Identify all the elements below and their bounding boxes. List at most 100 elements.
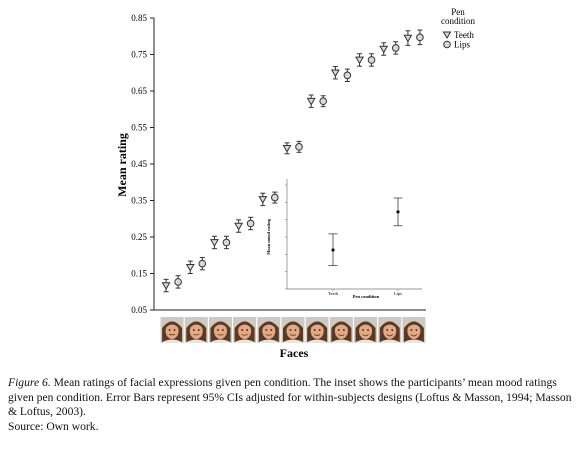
face-fringe — [213, 321, 227, 328]
face-mouth — [410, 334, 418, 337]
lips-point — [246, 219, 255, 228]
face-thumbnail — [184, 317, 208, 343]
legend-lips-marker-icon — [443, 40, 451, 49]
face-eye — [410, 329, 413, 331]
legend-teeth-marker-icon — [442, 31, 452, 39]
lips-point — [391, 44, 400, 52]
lips-point — [343, 71, 352, 80]
face-thumbnail — [281, 317, 305, 343]
face-thumbnail — [257, 317, 281, 343]
y-tick-label: 0.45 — [131, 159, 147, 169]
inset-x-tick-label: Teeth — [328, 291, 339, 296]
face-thumbnail — [305, 317, 329, 343]
face-fringe — [334, 321, 348, 328]
inset-point — [331, 248, 335, 252]
teeth-point — [258, 196, 268, 204]
face-skin — [334, 323, 348, 339]
face-fringe — [262, 321, 276, 328]
face-mouth — [386, 334, 394, 337]
y-tick-label: 0.75 — [131, 50, 147, 60]
inset-chart: Teeth Lips — [285, 179, 422, 296]
face-eye — [294, 329, 297, 331]
face-shirt — [257, 339, 281, 343]
face-eye — [289, 329, 292, 331]
y-axis-label: Mean rating — [115, 133, 129, 197]
teeth-point — [330, 69, 340, 78]
face-fringe — [310, 321, 324, 328]
y-tick-label: 0.15 — [131, 269, 147, 279]
face-skin — [383, 323, 397, 339]
face-shirt — [184, 339, 208, 343]
face-thumbnail — [233, 317, 257, 343]
face-shirt — [281, 339, 305, 343]
teeth-point — [161, 282, 171, 290]
face-shirt — [402, 339, 426, 343]
face-eye — [197, 329, 200, 331]
lips-point — [367, 56, 376, 64]
y-tick-label: 0.25 — [131, 232, 147, 242]
face-mouth — [289, 334, 297, 336]
face-skin — [407, 323, 421, 339]
teeth-point — [379, 45, 389, 54]
face-shirt — [354, 339, 378, 343]
face-eye — [217, 329, 219, 331]
face-mouth — [338, 334, 345, 337]
lips-point — [295, 143, 303, 151]
inset-x-axis-label: Pen condition — [353, 294, 380, 299]
face-skin — [165, 323, 179, 339]
teeth-point — [234, 222, 244, 231]
main-y-ticks: 0.05 0.15 0.25 0.35 0.45 0.55 0.65 0.75 0.85 — [131, 13, 154, 315]
face-skin — [286, 323, 300, 339]
face-eye — [362, 329, 364, 331]
face-thumbnail — [160, 317, 184, 343]
face-thumbnail — [354, 317, 378, 343]
face-shirt — [378, 339, 402, 343]
inset-point — [396, 210, 400, 214]
face-shirt — [329, 339, 353, 343]
face-mouth — [313, 334, 321, 336]
face-eye — [168, 329, 171, 331]
face-fringe — [286, 321, 300, 328]
face-eye — [337, 329, 340, 331]
lips-point — [222, 238, 231, 247]
figure-chart: 0.05 0.15 0.25 0.35 0.45 0.55 0.65 0.75 0.85 Mea… — [115, 7, 475, 360]
face-eye — [386, 329, 389, 331]
face-eye — [192, 329, 195, 331]
face-skin — [262, 323, 276, 339]
figure-label: Figure 6. — [8, 376, 51, 389]
lips-point — [319, 97, 327, 106]
face-fringe — [189, 321, 203, 328]
y-tick-label: 0.85 — [131, 13, 147, 23]
face-eye — [318, 329, 321, 331]
face-eye — [265, 329, 268, 331]
face-fringe — [165, 321, 179, 328]
y-tick-label: 0.05 — [131, 305, 147, 315]
face-mouth — [265, 334, 273, 336]
inset-background — [287, 179, 422, 289]
inset-y-axis-label: Mean mood rating — [266, 218, 271, 254]
y-tick-label: 0.35 — [131, 196, 147, 206]
face-fringe — [407, 321, 421, 328]
face-fringe — [383, 321, 397, 328]
face-skin — [213, 323, 227, 339]
face-thumbnail — [329, 317, 353, 343]
teeth-point — [403, 34, 413, 43]
face-eye — [415, 329, 418, 331]
legend-teeth-label: Teeth — [454, 30, 474, 40]
face-skin — [359, 323, 373, 339]
legend-title-line2: condition — [441, 16, 475, 26]
face-mouth — [362, 334, 369, 337]
face-skin — [189, 323, 203, 339]
legend: Pen condition Teeth Lips — [441, 7, 475, 50]
face-mouth — [217, 334, 224, 336]
face-eye — [222, 329, 224, 331]
lips-point — [198, 259, 207, 268]
teeth-point — [185, 263, 195, 272]
caption-text: Mean ratings of facial expressions given… — [8, 376, 572, 418]
face-fringe — [238, 321, 252, 328]
face-eye — [391, 329, 394, 331]
teeth-point — [306, 97, 316, 106]
legend-title-line1: Pen — [451, 7, 465, 17]
lips-point — [174, 278, 182, 286]
legend-lips-label: Lips — [454, 40, 470, 50]
